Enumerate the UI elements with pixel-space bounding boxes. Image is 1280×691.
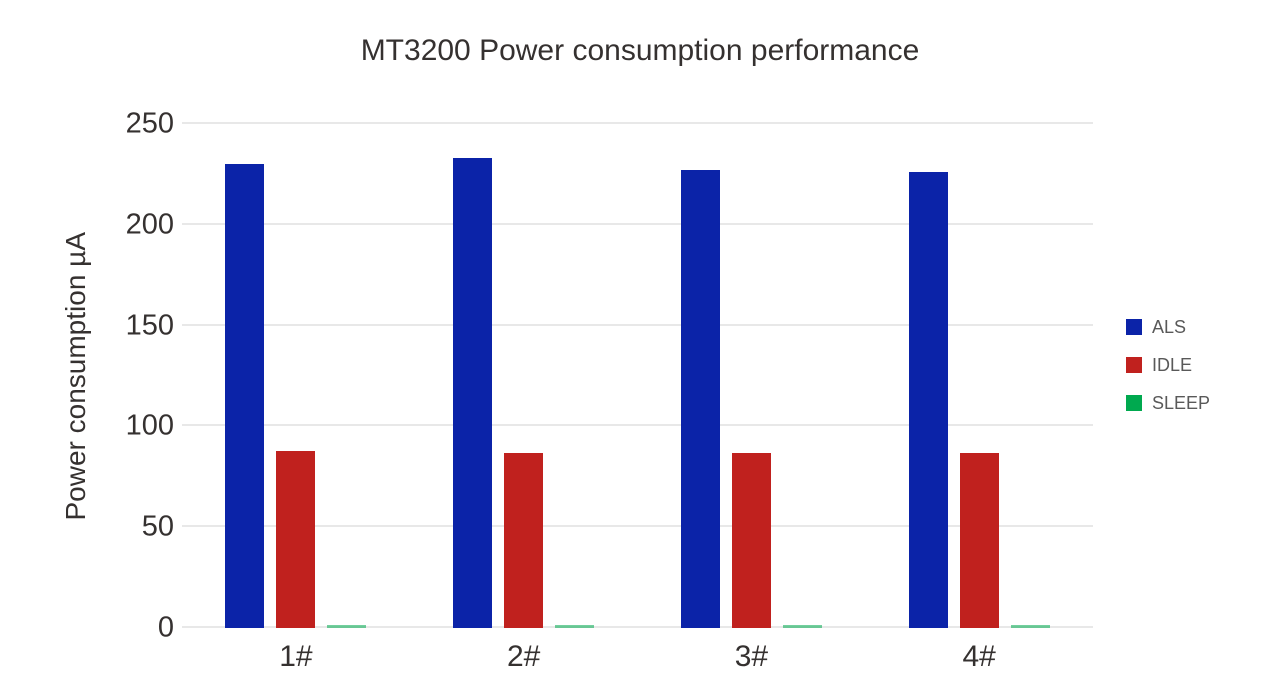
legend-swatch-idle [1126,357,1142,373]
bar-idle-1# [276,450,316,628]
bar-idle-4# [959,452,999,628]
gridline-250 [182,122,1093,124]
legend: ALS IDLE SLEEP [1126,318,1210,432]
gridline-200 [182,222,1093,225]
legend-item-sleep: SLEEP [1126,394,1210,412]
y-tick-label-250: 250 [125,107,174,140]
bar-als-2# [453,158,493,628]
bar-als-3# [680,170,720,628]
bar-sleep-2# [555,624,595,628]
bar-sleep-3# [782,624,822,628]
bar-als-4# [908,172,948,628]
x-tick-label-4#: 4# [962,640,996,673]
legend-item-idle: IDLE [1126,356,1210,374]
y-tick-label-0: 0 [157,611,174,644]
plot-area [182,122,1093,628]
y-tick-label-200: 200 [125,208,174,241]
bar-idle-2# [504,452,544,628]
x-tick-label-3#: 3# [734,640,769,673]
y-axis-title-text: Power consumption µA [60,231,91,521]
x-tick-label-1#: 1# [279,640,313,673]
y-tick-label-150: 150 [125,309,174,342]
gridline-100 [182,424,1093,427]
legend-label-als: ALS [1152,317,1187,337]
y-tick-label-50: 50 [141,510,174,543]
legend-swatch-sleep [1126,395,1142,411]
gridline-150 [182,323,1093,326]
gridline-50 [182,525,1093,528]
chart-title: MT3200 Power consumption performance [360,34,920,67]
gridline-0 [182,626,1093,628]
y-tick-label-100: 100 [125,409,174,442]
bar-sleep-1# [327,624,367,628]
legend-label-sleep: SLEEP [1152,393,1211,413]
legend-item-als: ALS [1126,318,1210,336]
y-axis-title: Power consumption µA [54,124,98,628]
bar-idle-3# [731,452,771,628]
legend-label-idle: IDLE [1152,355,1193,375]
bar-sleep-4# [1010,624,1050,628]
bar-als-1# [225,164,265,628]
legend-swatch-als [1126,319,1142,335]
x-tick-label-2#: 2# [506,640,541,673]
